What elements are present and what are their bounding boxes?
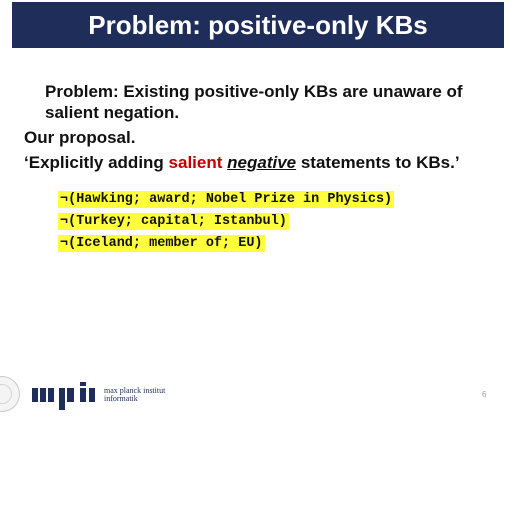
slide-title-bar: Problem: positive-only KBs <box>12 2 504 48</box>
close-quote: ’ <box>454 153 460 172</box>
page-number: 6 <box>482 390 487 399</box>
proposal-suffix: statements to KBs. <box>296 153 455 172</box>
mpi-logo <box>32 382 95 410</box>
proposal-prefix: Explicitly adding <box>28 153 169 172</box>
open-quote: ‘ <box>24 153 29 172</box>
negative-statement: ¬(Turkey; capital; Istanbul) <box>58 213 289 230</box>
negative-word: negative <box>227 153 297 172</box>
negative-statement: ¬(Iceland; member of; EU) <box>58 235 265 252</box>
negative-statement: ¬(Hawking; award; Nobel Prize in Physics… <box>58 191 395 208</box>
institute-line-1: max planck institut <box>104 386 166 395</box>
salient-word: salient <box>168 153 223 172</box>
institute-name: max planck institut informatik <box>104 387 165 403</box>
problem-statement: Problem: Existing positive-only KBs are … <box>45 82 463 122</box>
slide-title: Problem: positive-only KBs <box>88 9 428 40</box>
minerva-seal-icon <box>0 376 20 412</box>
negative-statements-list: ¬(Hawking; award; Nobel Prize in Physics… <box>58 189 395 255</box>
proposal-heading: Our proposal. <box>24 128 136 147</box>
proposal-quote: ‘Explicitly adding salient negative stat… <box>24 153 460 173</box>
institute-line-2: informatik <box>104 394 138 403</box>
